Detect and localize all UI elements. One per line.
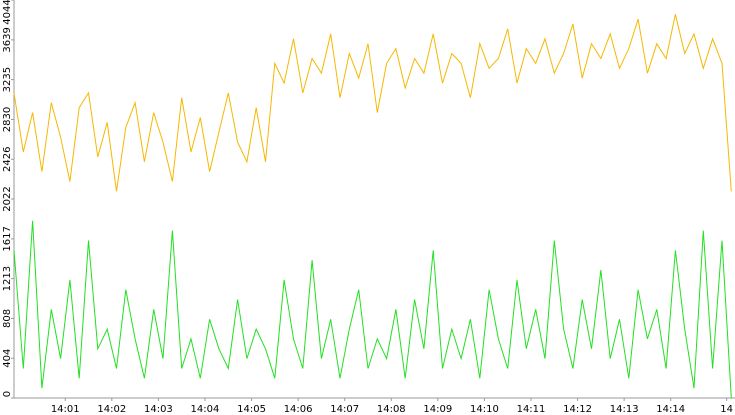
x-tick-label: 14:05 <box>237 404 266 415</box>
y-tick-label: 808 <box>2 309 13 328</box>
x-tick-label: 14:04 <box>191 404 220 415</box>
x-tick-label: 14:01 <box>51 404 80 415</box>
y-tick-label: 0 <box>2 391 13 397</box>
x-tick-label: 14:07 <box>330 404 359 415</box>
y-tick-label: 3235 <box>2 67 13 92</box>
y-tick-label: 2426 <box>2 147 13 172</box>
x-tick-label: 14:06 <box>284 404 313 415</box>
y-tick-label: 1617 <box>2 226 13 251</box>
y-tick-label: 3639 <box>2 27 13 52</box>
x-tick-label: 14:11 <box>517 404 546 415</box>
y-tick-label: 1213 <box>2 266 13 291</box>
series-line <box>13 220 732 399</box>
y-tick-label: 4044 <box>2 0 13 25</box>
x-tick-label: 14:12 <box>563 404 592 415</box>
x-tick-label: 14:13 <box>610 404 639 415</box>
x-tick-label: 14:03 <box>144 404 173 415</box>
y-tick-label: 404 <box>2 349 13 368</box>
x-tick-label: 14:08 <box>377 404 406 415</box>
y-tick-label: 2830 <box>2 107 13 132</box>
y-tick-label: 2022 <box>2 186 13 211</box>
x-tick-label: 14:14 <box>656 404 685 415</box>
series-line <box>13 14 732 192</box>
x-tick-label: 14 <box>720 404 733 415</box>
x-tick-label: 14:10 <box>470 404 499 415</box>
x-tick-label: 14:09 <box>423 404 452 415</box>
x-tick-label: 14:02 <box>97 404 126 415</box>
